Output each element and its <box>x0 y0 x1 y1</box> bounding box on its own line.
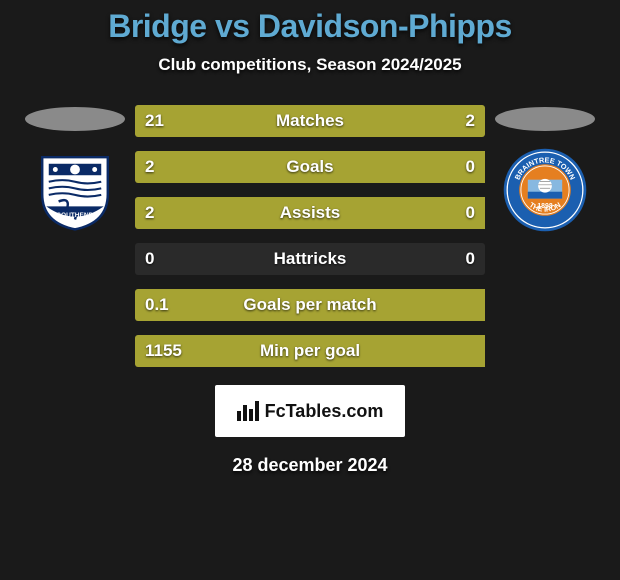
braintree-badge-icon: 1898 BRAINTREE TOWN THE IRON <box>496 147 594 233</box>
stat-row: 0.1 Goals per match <box>135 289 485 321</box>
stat-row: 2 Goals 0 <box>135 151 485 183</box>
southend-badge-icon: SOUTHEND <box>26 149 124 231</box>
bar-chart-icon <box>237 401 259 421</box>
stat-value-right: 0 <box>466 249 475 269</box>
stat-value-left: 21 <box>145 111 164 131</box>
fctables-logo: FcTables.com <box>215 385 405 437</box>
stat-label: Assists <box>280 203 340 223</box>
stats-column: 21 Matches 2 2 Goals 0 2 Assists 0 0 Hattricks 0 0.1… <box>135 105 485 367</box>
stat-value-right: 0 <box>466 203 475 223</box>
subtitle: Club competitions, Season 2024/2025 <box>158 55 461 75</box>
player-silhouette-left <box>25 107 125 131</box>
page-title: Bridge vs Davidson-Phipps <box>108 8 512 45</box>
svg-text:SOUTHEND: SOUTHEND <box>57 212 94 219</box>
stat-value-left: 0.1 <box>145 295 169 315</box>
right-club-column: 1898 BRAINTREE TOWN THE IRON <box>485 105 605 367</box>
comparison-card: Bridge vs Davidson-Phipps Club competiti… <box>0 0 620 476</box>
stat-value-left: 2 <box>145 203 154 223</box>
stat-label: Goals <box>286 157 333 177</box>
stat-label: Min per goal <box>260 341 360 361</box>
main-content: SOUTHEND 21 Matches 2 2 Goals 0 2 Assists 0 0 Hatt… <box>0 105 620 367</box>
fctables-text: FcTables.com <box>265 401 384 422</box>
left-club-column: SOUTHEND <box>15 105 135 367</box>
stat-value-right: 0 <box>466 157 475 177</box>
stat-value-left: 2 <box>145 157 154 177</box>
stat-label: Matches <box>276 111 344 131</box>
club-logo-right: 1898 BRAINTREE TOWN THE IRON <box>496 149 594 231</box>
stat-row: 0 Hattricks 0 <box>135 243 485 275</box>
stat-row: 21 Matches 2 <box>135 105 485 137</box>
stat-value-left: 1155 <box>145 341 182 361</box>
stat-row: 2 Assists 0 <box>135 197 485 229</box>
stat-row: 1155 Min per goal <box>135 335 485 367</box>
footer: FcTables.com 28 december 2024 <box>215 385 405 476</box>
stat-value-left: 0 <box>145 249 154 269</box>
stat-label: Goals per match <box>243 295 376 315</box>
club-logo-left: SOUTHEND <box>26 149 124 231</box>
player-silhouette-right <box>495 107 595 131</box>
stat-label: Hattricks <box>274 249 347 269</box>
date-text: 28 december 2024 <box>232 455 387 476</box>
stat-value-right: 2 <box>466 111 475 131</box>
